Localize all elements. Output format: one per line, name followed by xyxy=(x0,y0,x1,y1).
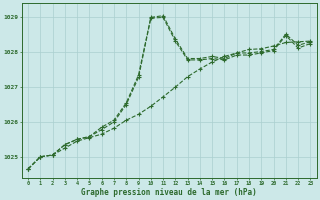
X-axis label: Graphe pression niveau de la mer (hPa): Graphe pression niveau de la mer (hPa) xyxy=(81,188,257,197)
